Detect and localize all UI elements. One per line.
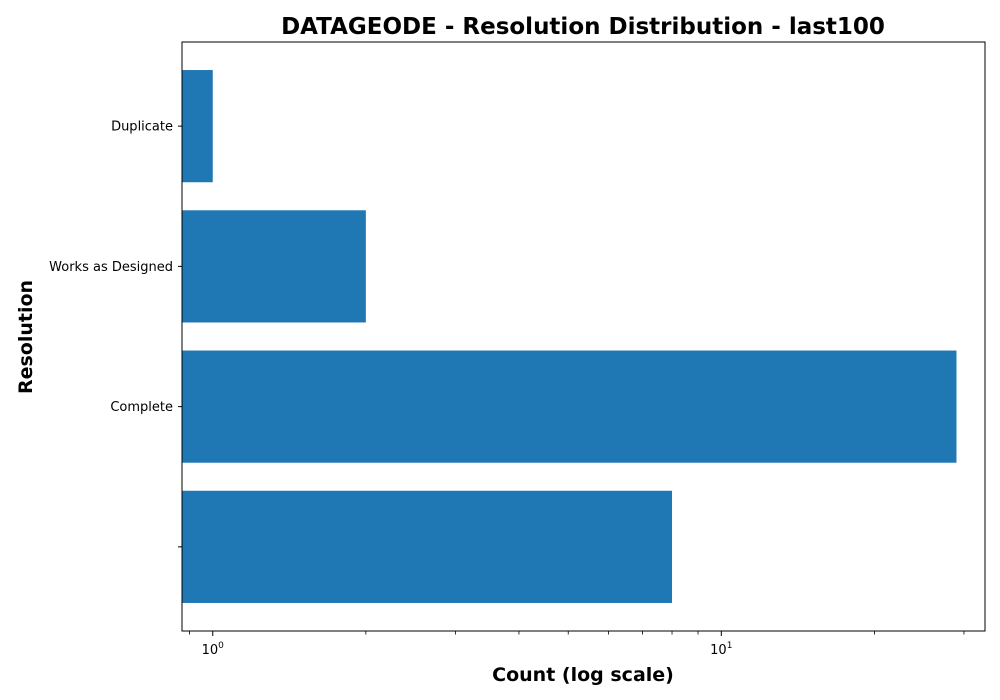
y-tick-label: Works as Designed xyxy=(49,260,173,275)
x-tick-exponent: 0 xyxy=(218,641,224,651)
chart-title: DATAGEODE - Resolution Distribution - la… xyxy=(281,14,885,40)
bar-3 xyxy=(182,70,213,183)
bars-layer xyxy=(182,70,957,603)
bar-0 xyxy=(182,490,673,603)
bar-2 xyxy=(182,210,366,323)
x-axis-label: Count (log scale) xyxy=(492,664,674,686)
x-tick-label: 100 xyxy=(202,641,225,658)
y-tick-label: Complete xyxy=(110,400,173,415)
plot-frame xyxy=(181,41,986,632)
y-tick-label: Duplicate xyxy=(111,120,173,135)
x-tick-base: 10 xyxy=(710,643,727,658)
x-tick-base: 10 xyxy=(202,643,219,658)
x-tick-exponent: 1 xyxy=(727,641,733,651)
bar-1 xyxy=(182,350,957,463)
y-ticks-layer: Complete Works as Designed Duplicate xyxy=(49,120,182,548)
x-tick-label: 101 xyxy=(710,641,732,658)
y-axis-label: Resolution xyxy=(15,280,37,394)
x-ticks-layer: 100 101 xyxy=(189,631,965,658)
